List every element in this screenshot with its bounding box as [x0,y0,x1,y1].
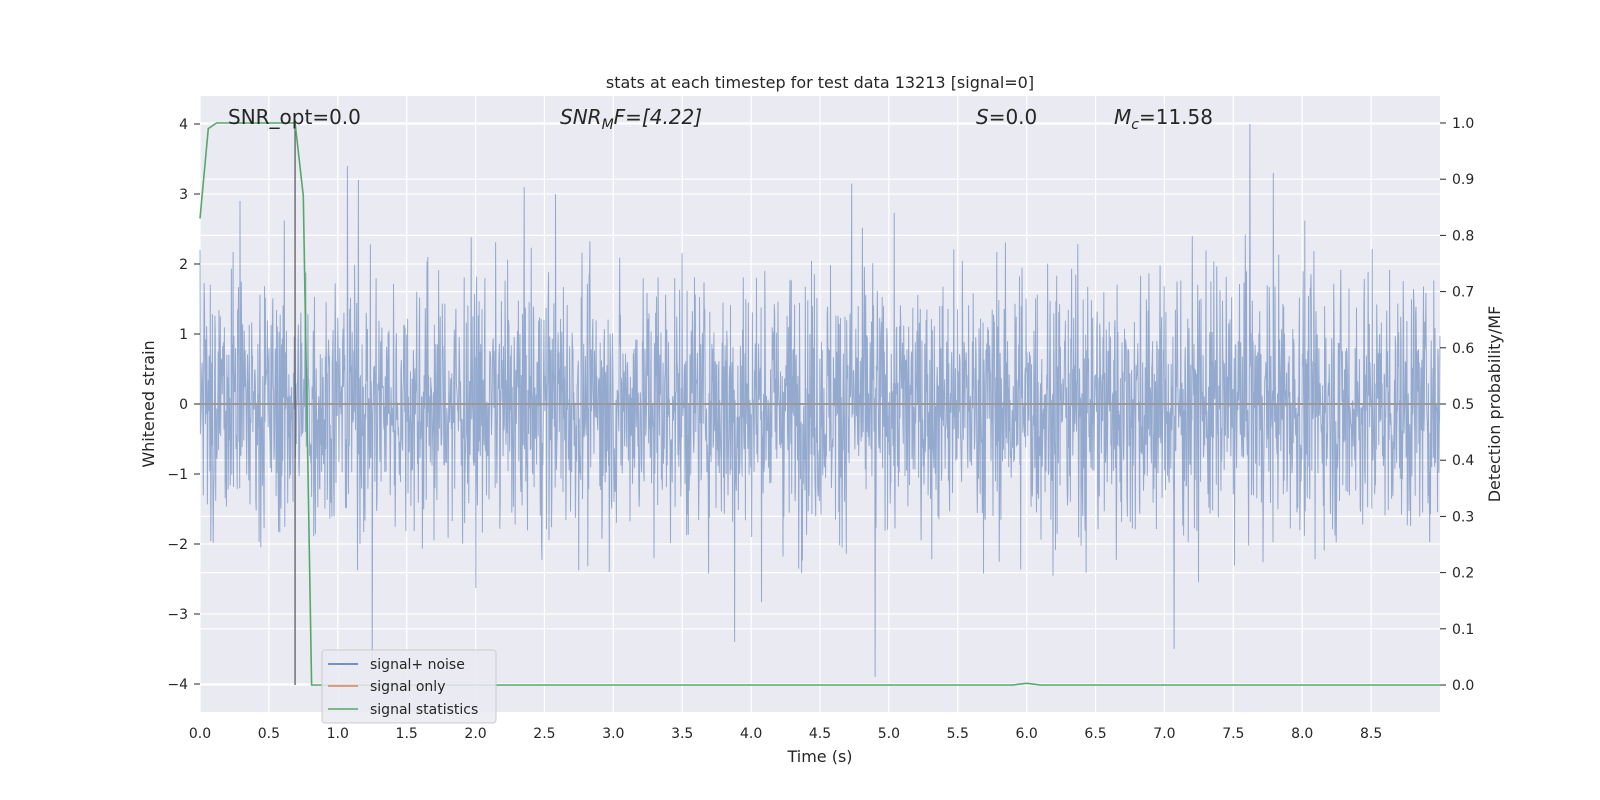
y-right-tick-label: 0.9 [1452,172,1474,188]
x-tick-label: 6.0 [1016,726,1038,742]
x-tick-label: 2.0 [464,726,486,742]
y-right-tick-label: 0.2 [1452,566,1474,582]
y-left-tick-label: 2 [179,257,188,273]
x-tick-label: 8.0 [1291,726,1313,742]
lines-layer [199,122,1440,686]
y-right-tick-label: 0.1 [1452,622,1474,638]
x-tick-label: 8.5 [1360,726,1382,742]
x-tick-label: 3.0 [602,726,624,742]
x-axis-label: Time (s) [786,747,852,766]
x-tick-label: 7.5 [1222,726,1244,742]
x-tick-label: 1.5 [396,726,418,742]
y-right-tick-label: 0.6 [1452,341,1474,357]
legend-box [321,649,497,724]
y-left-tick-label: −4 [167,677,188,693]
y-right-tick-label: 0.8 [1452,228,1474,244]
legend-label-signal-statistics: signal statistics [370,702,478,718]
y-axis-label-left: Whitened strain [139,340,158,467]
signal-noise-series [199,123,1441,678]
y-right-tick-label: 0.0 [1452,678,1474,694]
legend: signal+ noise signal only signal statist… [321,649,497,724]
ticks-layer: 0.0 0.5 1.0 1.5 2.0 2.5 3.0 3.5 4.0 4.5 5.0 5.5 6.0 6… [167,116,1474,742]
y-right-tick-label: 0.4 [1452,453,1474,469]
x-tick-label: 4.0 [740,726,762,742]
x-tick-label: 4.5 [809,726,831,742]
y-left-tick-label: −1 [167,467,188,483]
s-annotation: S=0.0 [976,105,1037,129]
y-left-tick-label: 4 [179,117,188,133]
legend-label-signal-noise: signal+ noise [370,657,465,673]
y-left-tick-label: 3 [179,187,188,203]
signal-noise-trace [199,123,1441,678]
x-tick-label: 1.0 [327,726,349,742]
mc-annotation: Mc=11.58 [1114,105,1213,133]
x-tick-label: 5.0 [878,726,900,742]
x-tick-label: 7.0 [1153,726,1175,742]
y-axis-label-right: Detection probability/MF [1485,306,1504,503]
chart-title: stats at each timestep for test data 132… [606,73,1034,92]
x-tick-label: 0.0 [189,726,211,742]
y-right-tick-label: 0.3 [1452,509,1474,525]
y-left-tick-label: −3 [167,607,188,623]
x-tick-label: 3.5 [671,726,693,742]
snr-mf-annotation: SNRMF=[4.22] [560,105,702,133]
snr-opt-annotation: SNR_opt=0.0 [228,105,361,129]
y-right-tick-label: 1.0 [1452,116,1474,132]
x-tick-label: 6.5 [1084,726,1106,742]
x-tick-label: 5.5 [947,726,969,742]
signal-statistics-line [199,122,1440,686]
x-tick-label: 2.5 [533,726,555,742]
x-tick-label: 0.5 [258,726,280,742]
y-left-tick-label: −2 [167,537,188,553]
y-left-tick-label: 1 [179,327,188,343]
y-right-tick-label: 0.7 [1452,285,1474,301]
y-left-tick-label: 0 [179,397,188,413]
legend-label-signal-only: signal only [370,679,445,695]
y-right-tick-label: 0.5 [1452,397,1474,413]
